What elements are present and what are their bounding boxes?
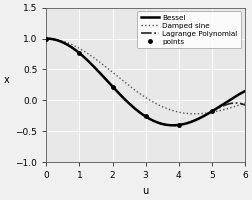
Lagrange Polynomial xyxy=(46,37,49,40)
Lagrange Polynomial xyxy=(243,104,246,106)
Bessel xyxy=(243,90,246,92)
Line: Lagrange Polynomial: Lagrange Polynomial xyxy=(46,39,245,125)
Y-axis label: x: x xyxy=(4,75,10,85)
Damped sine xyxy=(96,59,99,62)
points xyxy=(78,52,81,54)
Bessel xyxy=(45,37,48,40)
Bessel xyxy=(96,69,99,71)
Damped sine xyxy=(243,102,246,104)
Line: Damped sine: Damped sine xyxy=(46,39,245,114)
Damped sine xyxy=(135,90,138,92)
Damped sine xyxy=(194,113,197,115)
Lagrange Polynomial xyxy=(195,118,198,121)
Bessel xyxy=(178,124,181,126)
Bessel xyxy=(172,124,175,127)
Damped sine xyxy=(162,106,165,108)
Bessel xyxy=(135,108,138,111)
Lagrange Polynomial xyxy=(178,124,181,126)
X-axis label: u: u xyxy=(142,186,149,196)
Lagrange Polynomial xyxy=(171,124,174,127)
Damped sine xyxy=(80,48,83,51)
Damped sine xyxy=(177,111,180,113)
Lagrange Polynomial xyxy=(96,69,99,72)
Bessel xyxy=(162,123,165,125)
Lagrange Polynomial xyxy=(80,54,83,56)
points xyxy=(111,85,114,88)
points xyxy=(177,124,180,126)
Legend: Bessel, Damped sine, Lagrange Polynomial, points: Bessel, Damped sine, Lagrange Polynomial… xyxy=(137,11,241,48)
Line: points: points xyxy=(43,35,215,128)
points xyxy=(210,110,213,113)
points xyxy=(144,115,147,118)
points xyxy=(45,37,48,40)
Bessel xyxy=(80,54,83,56)
Lagrange Polynomial xyxy=(45,37,48,40)
Damped sine xyxy=(45,37,48,40)
Bessel xyxy=(195,119,198,121)
Lagrange Polynomial xyxy=(135,109,138,111)
Damped sine xyxy=(195,113,198,115)
Lagrange Polynomial xyxy=(162,123,165,126)
Line: Bessel: Bessel xyxy=(46,39,245,125)
